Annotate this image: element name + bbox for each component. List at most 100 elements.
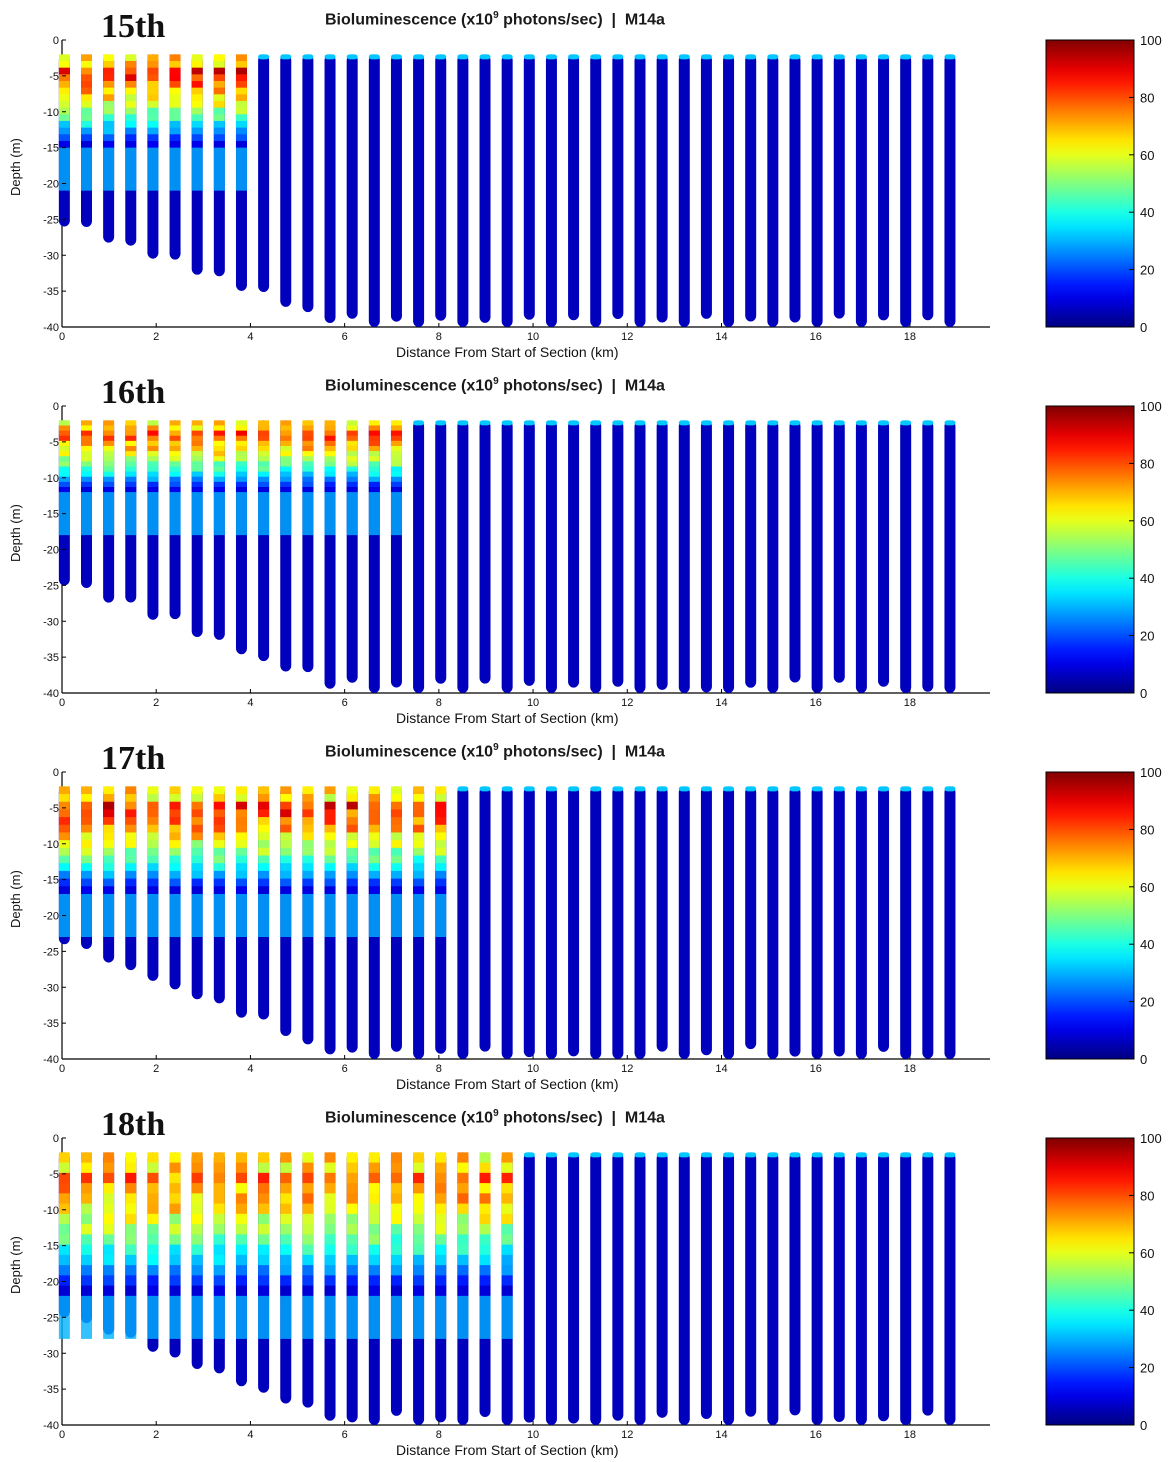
surface-mark [878,1152,890,1158]
layer-mark [103,425,115,432]
profile-mark [833,1152,845,1422]
profiles [58,786,956,1059]
layer-mark [390,824,402,833]
surface-mark [501,54,513,60]
layer-mark [302,451,314,457]
colorbar-tick-label: 20 [1140,1361,1154,1376]
layer-mark [235,461,247,467]
layer-mark [413,1285,425,1297]
layer-mark [169,430,181,437]
transition-mark [103,147,115,191]
transition-mark [147,147,159,191]
layer-mark [169,481,181,488]
layer-mark [191,794,203,803]
layer-mark [479,1265,491,1276]
layer-mark [58,486,70,493]
layer-mark [191,1193,203,1205]
layer-mark [58,466,70,473]
transition-mark [147,1295,159,1339]
layer-mark [103,461,115,467]
layer-mark [147,107,159,115]
layer-mark [169,1265,181,1276]
profile-mark [612,1152,624,1421]
layer-mark [213,461,225,467]
layer-mark [324,855,336,864]
profile-mark [767,786,779,1059]
layer-mark [346,1285,358,1297]
profile-mark [789,420,801,683]
layer-mark [368,786,380,795]
surface-mark [634,1152,646,1158]
layer-mark [169,114,181,122]
layer-mark [80,420,92,426]
x-tick-label: 12 [621,331,633,343]
layer-mark [258,1234,270,1246]
layer-mark [125,54,137,62]
layer-mark [191,870,203,880]
layer-mark [80,445,92,452]
layer-mark [125,107,137,115]
surface-mark [413,54,425,60]
layer-mark [103,471,115,478]
layer-mark [324,1162,336,1174]
layer-mark [213,435,225,442]
layer-mark [80,1213,92,1225]
profile-mark [457,420,469,693]
layer-mark [501,1203,513,1215]
layer-mark [457,1152,469,1164]
surface-mark [612,786,624,792]
layer-mark [235,61,247,69]
layer-mark [324,847,336,857]
surface-mark [678,54,690,60]
layer-mark [302,1162,314,1174]
panel-day-label: 18th [101,1106,166,1143]
layer-mark [125,1213,137,1225]
layer-mark [346,878,358,887]
surface-mark [568,54,580,60]
layer-mark [435,794,447,803]
colorbar-tick-label: 100 [1140,399,1162,414]
layer-mark [390,1285,402,1297]
layer-mark [80,430,92,437]
colorbar-tick-label: 20 [1140,263,1154,278]
surface-mark [545,54,557,60]
layer-mark [280,1234,292,1246]
layer-mark [58,425,70,432]
layer-mark [235,476,247,483]
layer-mark [346,832,358,841]
layer-mark [103,481,115,488]
x-tick-label: 16 [810,1063,822,1075]
layer-mark [80,817,92,826]
layer-mark [280,1265,292,1276]
layer-mark [368,1254,380,1266]
y-tick-label: -20 [43,179,59,191]
colorbar-tick-label: 20 [1140,629,1154,644]
layer-mark [280,1244,292,1256]
layer-mark [457,1285,469,1297]
layer-mark [191,81,203,89]
layer-mark [435,1244,447,1256]
layer-mark [125,1265,137,1276]
layer-mark [413,817,425,826]
layer-mark [324,886,336,895]
layer-mark [191,476,203,483]
layer-mark [346,461,358,467]
layer-mark [324,461,336,467]
transition-mark [258,893,270,938]
profile-mark [612,54,624,320]
layer-mark [191,74,203,82]
layer-mark [235,794,247,803]
chart-panel-18th: 0 2 4 6 8 10 12 14 16 18 0 -5 -10 -15 -20 -25 -30 -35 -40 0… [0,1098,1168,1462]
layer-mark [213,134,225,142]
layer-mark [346,430,358,437]
layer-mark [147,794,159,803]
surface-mark [324,54,336,60]
profile-mark [767,1152,779,1425]
layer-mark [280,471,292,478]
x-tick-label: 10 [527,1063,539,1075]
layer-mark [169,461,181,467]
layer-mark [125,430,137,437]
layer-mark [80,870,92,880]
layer-mark [435,855,447,864]
layer-mark [368,1203,380,1215]
